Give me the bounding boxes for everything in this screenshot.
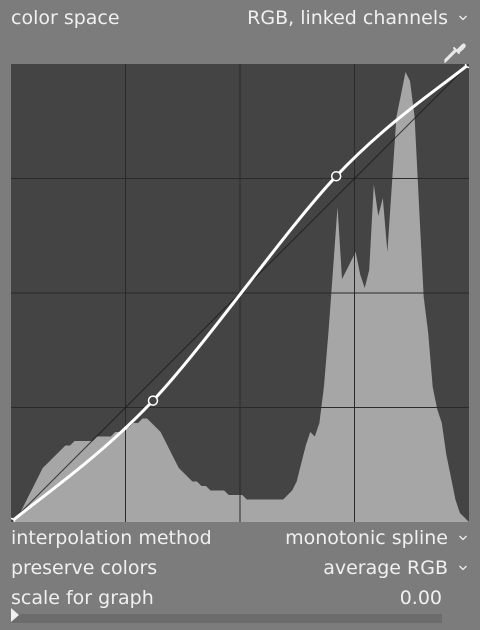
scale-label: scale for graph <box>11 587 154 609</box>
curve-node[interactable] <box>147 395 159 406</box>
curve-node[interactable] <box>464 64 470 69</box>
tone-curve[interactable] <box>11 64 469 522</box>
interpolation-value: monotonic spline <box>285 527 448 549</box>
color-space-dropdown[interactable]: RGB, linked channels <box>247 6 468 30</box>
chevron-down-icon <box>459 535 467 541</box>
curve-node[interactable] <box>330 170 342 182</box>
interpolation-row[interactable]: interpolation method monotonic spline <box>11 526 468 550</box>
scale-value: 0.00 <box>399 587 442 609</box>
color-space-value: RGB, linked channels <box>247 7 448 29</box>
grid <box>11 64 469 522</box>
interpolation-dropdown[interactable]: monotonic spline <box>285 526 468 550</box>
curve-nodes[interactable] <box>11 64 469 522</box>
preserve-colors-row[interactable]: preserve colors average RGB <box>11 556 468 580</box>
scale-slider[interactable] <box>11 606 442 624</box>
tone-curve-graph[interactable] <box>11 64 469 522</box>
chevron-down-icon <box>459 15 467 21</box>
chevron-down-icon <box>459 565 467 571</box>
color-space-row[interactable]: color space RGB, linked channels <box>11 6 468 30</box>
color-picker-icon[interactable] <box>442 38 468 64</box>
preserve-colors-label: preserve colors <box>11 557 158 579</box>
interpolation-label: interpolation method <box>11 527 212 549</box>
preserve-colors-value: average RGB <box>323 557 448 579</box>
scale-for-graph-row[interactable]: scale for graph 0.00 <box>11 586 442 610</box>
preserve-colors-dropdown[interactable]: average RGB <box>323 556 468 580</box>
color-space-label: color space <box>11 7 120 29</box>
slider-track[interactable] <box>11 614 442 623</box>
curve-node[interactable] <box>11 517 16 523</box>
slider-thumb[interactable] <box>11 608 19 622</box>
